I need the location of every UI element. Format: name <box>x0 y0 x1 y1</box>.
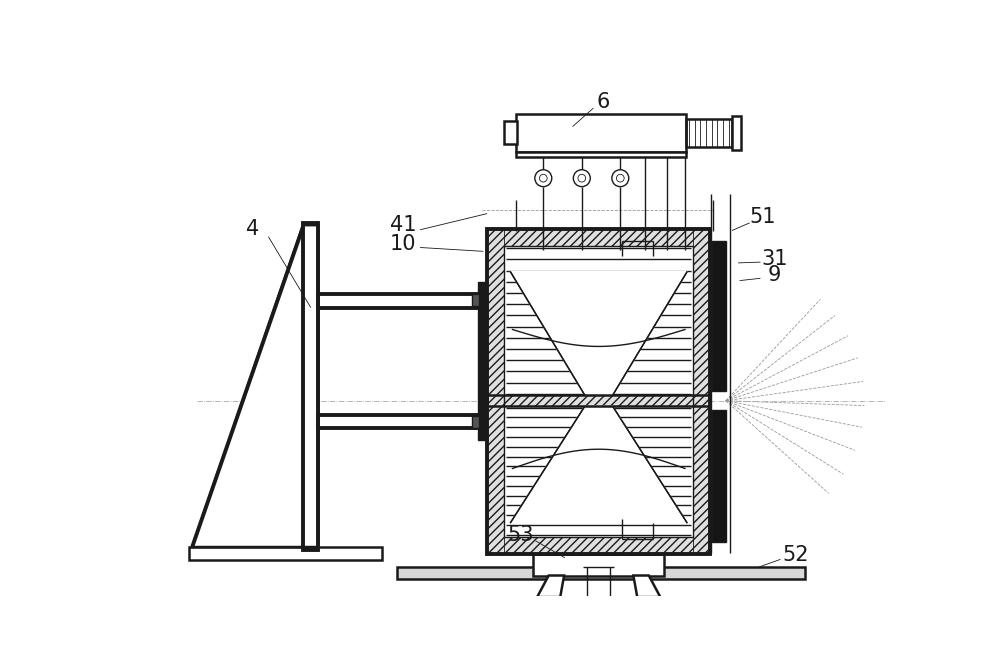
Text: 6: 6 <box>597 92 610 112</box>
Bar <box>487 395 710 406</box>
Circle shape <box>573 170 590 187</box>
Bar <box>504 121 517 144</box>
Bar <box>533 554 664 576</box>
Bar <box>487 229 710 554</box>
Bar <box>397 567 805 580</box>
Bar <box>487 395 710 406</box>
Polygon shape <box>537 576 564 597</box>
Text: 10: 10 <box>390 234 416 254</box>
Text: 4: 4 <box>246 219 259 239</box>
Bar <box>189 547 382 560</box>
Bar <box>516 113 686 152</box>
Bar <box>397 567 805 580</box>
Circle shape <box>612 170 629 187</box>
Circle shape <box>539 174 547 182</box>
Bar <box>504 246 693 537</box>
Bar <box>516 113 686 152</box>
Bar <box>318 294 480 308</box>
Bar <box>693 229 710 554</box>
Bar <box>712 410 726 543</box>
Text: 31: 31 <box>761 249 788 269</box>
Text: 52: 52 <box>783 545 809 565</box>
Bar <box>303 223 318 550</box>
Bar <box>318 415 480 428</box>
Polygon shape <box>633 576 660 597</box>
Text: 53: 53 <box>507 525 533 545</box>
Bar <box>712 241 726 391</box>
Bar <box>318 415 480 428</box>
Bar <box>533 554 664 576</box>
Text: 41: 41 <box>390 215 416 235</box>
Bar <box>478 282 487 440</box>
Text: 9: 9 <box>768 265 781 285</box>
Bar <box>472 416 479 427</box>
Bar <box>303 223 318 550</box>
Bar <box>472 294 479 306</box>
Bar <box>487 395 710 406</box>
Text: 51: 51 <box>750 208 776 227</box>
Bar <box>487 537 710 554</box>
Circle shape <box>616 174 624 182</box>
Bar <box>686 119 732 147</box>
Circle shape <box>578 174 586 182</box>
Polygon shape <box>192 225 318 547</box>
Polygon shape <box>510 406 687 523</box>
Bar <box>504 246 693 537</box>
Bar <box>478 282 487 440</box>
Bar <box>712 241 726 391</box>
Bar <box>516 152 686 157</box>
Bar <box>732 116 741 149</box>
Bar <box>318 294 480 308</box>
Bar <box>189 547 382 560</box>
Bar <box>686 119 732 147</box>
Circle shape <box>535 170 552 187</box>
Bar <box>487 229 504 554</box>
Bar <box>487 229 710 246</box>
Polygon shape <box>510 271 687 395</box>
Bar <box>712 410 726 543</box>
